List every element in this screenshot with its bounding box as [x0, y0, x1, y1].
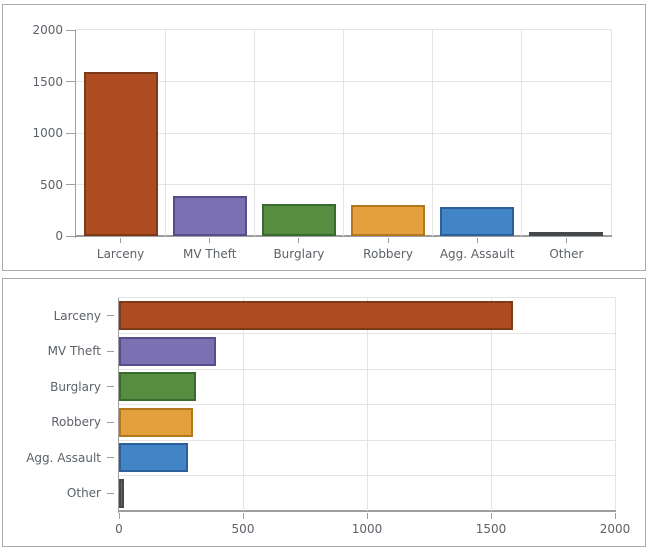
bar-other[interactable] — [529, 232, 604, 236]
gridline — [521, 30, 523, 236]
y-axis-tick — [107, 315, 114, 317]
bar-burglary[interactable] — [261, 204, 336, 236]
category-label: Agg. Assault — [439, 247, 515, 261]
y-axis-tick — [107, 350, 114, 352]
bar-robbery[interactable] — [351, 205, 426, 236]
gridline — [119, 475, 615, 476]
horizontal-bar-chart-panel: 0 500 1000 1500 2000 Larceny MV Theft Burglary R… — [2, 278, 646, 547]
x-axis-tick — [366, 513, 368, 519]
y-axis-tick — [66, 184, 75, 185]
bar-robbery[interactable] — [119, 407, 194, 437]
x-axis-tick — [387, 238, 389, 243]
category-label: Robbery — [363, 247, 413, 261]
y-axis-line — [75, 30, 76, 238]
x-axis-tick-label: 1500 — [475, 522, 507, 536]
gridline — [119, 368, 615, 370]
x-axis-line — [118, 510, 616, 512]
y-axis-tick — [66, 235, 75, 237]
bar-mv-theft[interactable] — [119, 336, 216, 366]
category-label: MV Theft — [183, 247, 237, 261]
x-axis-tick — [120, 238, 122, 243]
bar-mv-theft[interactable] — [172, 195, 247, 236]
x-axis-tick-label: 2000 — [599, 522, 631, 536]
y-axis-tick-label: 0 — [55, 229, 63, 243]
gridline — [119, 333, 615, 334]
y-axis-tick — [107, 386, 114, 388]
y-axis-tick — [66, 81, 75, 82]
x-axis-tick — [242, 513, 244, 519]
bar-larceny[interactable] — [83, 72, 158, 236]
y-axis-tick — [107, 421, 114, 423]
bar-other[interactable] — [119, 478, 124, 508]
x-axis-tick — [118, 513, 120, 519]
y-axis-tick-label: 1000 — [32, 126, 63, 140]
category-label: Robbery — [51, 415, 101, 430]
y-axis-tick — [66, 132, 75, 134]
y-axis-tick-label: 2000 — [32, 23, 63, 37]
y-axis-tick — [107, 457, 114, 459]
x-axis-tick — [614, 513, 616, 519]
gridline — [253, 30, 255, 236]
category-label: Larceny — [96, 247, 145, 261]
bar-larceny[interactable] — [119, 301, 514, 331]
gridline — [432, 30, 434, 236]
gridline — [119, 404, 615, 405]
x-axis-tick — [490, 513, 492, 519]
vertical-chart-plot-area: 0 500 1000 1500 2000 Larceny MV Theft Burglary R… — [32, 23, 612, 261]
x-axis-line — [75, 235, 612, 237]
bar-agg-assault[interactable] — [119, 443, 189, 473]
x-axis-tick-label: 0 — [115, 522, 123, 536]
gridline — [119, 439, 615, 441]
category-label: Burglary — [50, 379, 101, 394]
category-label: MV Theft — [47, 344, 101, 359]
x-axis-tick — [476, 238, 478, 243]
category-label: Other — [549, 247, 584, 261]
gridline — [343, 30, 344, 236]
category-label: Other — [66, 486, 101, 501]
y-axis-tick — [66, 29, 75, 31]
y-axis-line — [118, 298, 119, 513]
x-axis-tick-label: 500 — [231, 522, 255, 536]
x-axis-tick — [209, 238, 211, 243]
gridline — [164, 30, 166, 236]
y-axis-tick-label: 1500 — [32, 74, 63, 89]
category-label: Larceny — [53, 308, 101, 323]
y-axis-tick-label: 500 — [40, 177, 63, 192]
x-axis-tick — [298, 238, 300, 243]
bar-burglary[interactable] — [119, 372, 196, 402]
vertical-bar-chart-panel: 0 500 1000 1500 2000 Larceny MV Theft Burglary R… — [2, 4, 646, 271]
category-label: Agg. Assault — [26, 450, 101, 465]
category-label: Burglary — [273, 247, 325, 261]
x-axis-tick — [565, 238, 567, 243]
bar-agg-assault[interactable] — [440, 207, 515, 236]
x-axis-tick-label: 1000 — [351, 522, 383, 536]
y-axis-tick — [107, 492, 114, 494]
horizontal-chart-plot-area: 0 500 1000 1500 2000 Larceny MV Theft Burglary R… — [26, 297, 630, 536]
